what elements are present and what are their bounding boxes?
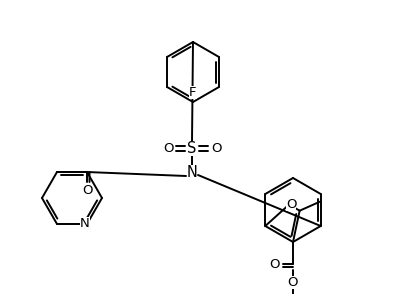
- Text: O: O: [82, 183, 92, 196]
- Text: O: O: [211, 141, 221, 155]
- Text: O: O: [286, 198, 296, 211]
- Text: O: O: [163, 141, 173, 155]
- Text: N: N: [186, 165, 198, 180]
- Text: N: N: [80, 218, 90, 230]
- Text: O: O: [270, 258, 280, 270]
- Text: O: O: [288, 275, 298, 288]
- Text: F: F: [189, 86, 197, 98]
- Text: S: S: [187, 141, 197, 156]
